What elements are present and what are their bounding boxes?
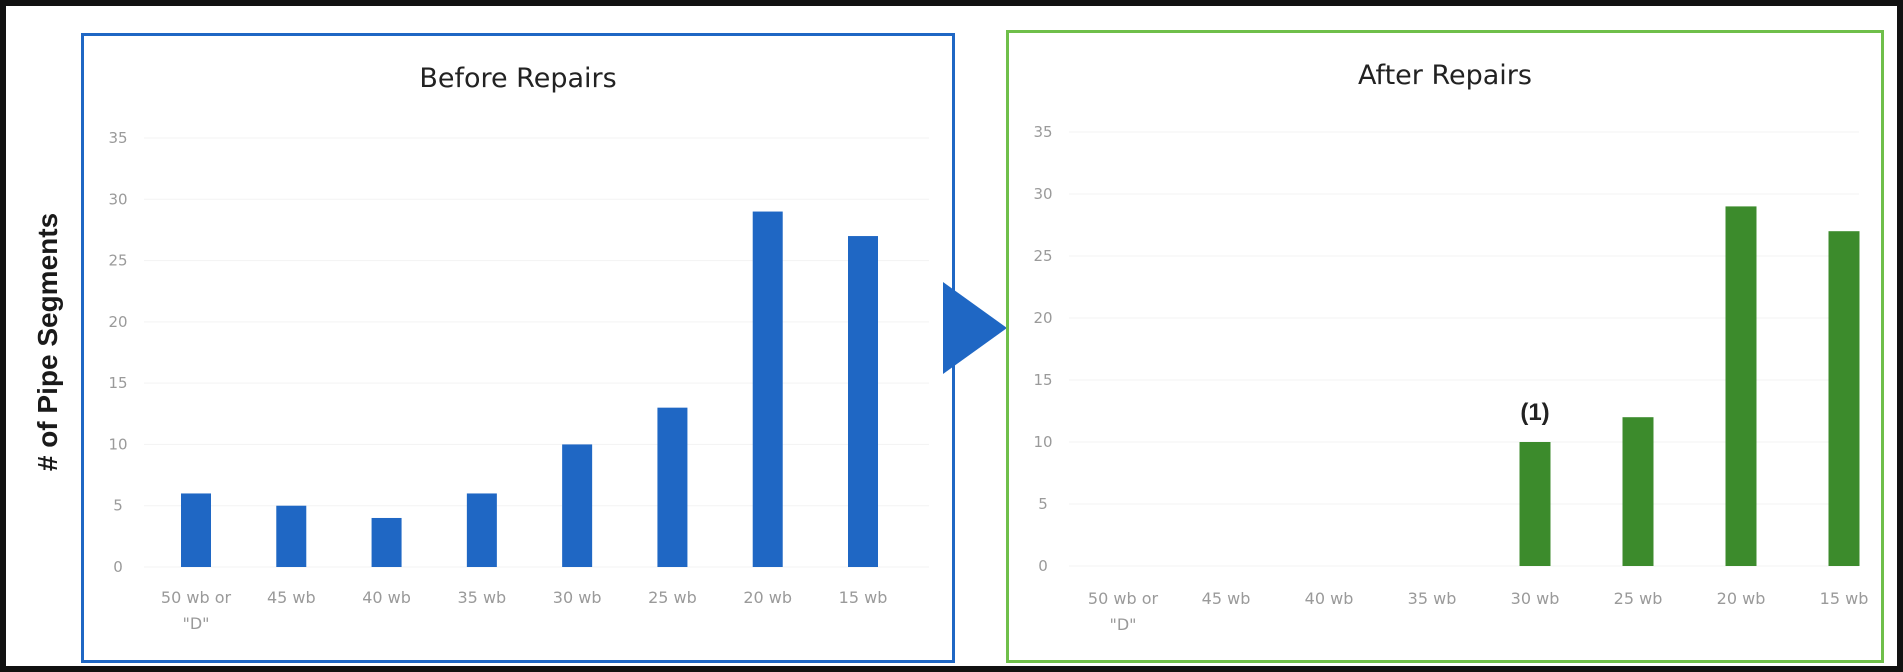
- bar: [1622, 417, 1654, 566]
- bar: [181, 493, 211, 567]
- before-repairs-chart: Before Repairs 0 5 10 15 20 25 30 35 50 wb or "D" 4…: [108, 63, 929, 633]
- y-axis-label: # of Pipe Segments: [32, 212, 63, 472]
- y-tick-label: 15: [1033, 371, 1052, 389]
- x-tick-label: 40 wb: [1305, 589, 1354, 608]
- bar: [1725, 206, 1757, 566]
- bar: [848, 236, 878, 568]
- x-tick-label: 15 wb: [839, 588, 888, 607]
- x-tick-label: 45 wb: [1202, 589, 1251, 608]
- y-tick-label: 10: [108, 435, 127, 453]
- y-tick-label: 20: [108, 313, 127, 331]
- x-tick-label: 40 wb: [362, 588, 411, 607]
- bar: [466, 493, 497, 567]
- y-tick-label: 0: [1038, 557, 1048, 575]
- after-repairs-chart: After Repairs 0 5 10 15 20 25 30 35 50 wb or "D" 45…: [1033, 60, 1869, 634]
- y-tick-label: 5: [1038, 495, 1048, 513]
- y-tick-label: 35: [108, 129, 127, 147]
- y-tick-label: 30: [108, 190, 127, 208]
- x-tick-label: 30 wb: [1511, 589, 1560, 608]
- x-tick-label: 20 wb: [743, 588, 792, 607]
- chart-title: After Repairs: [1358, 60, 1532, 91]
- bar: [752, 211, 783, 568]
- x-tick-label: 25 wb: [1614, 589, 1663, 608]
- x-tick-label: 20 wb: [1717, 589, 1766, 608]
- bar: [1519, 442, 1551, 566]
- y-tick-label: 25: [108, 252, 127, 270]
- x-tick-label: 35 wb: [1408, 589, 1457, 608]
- y-tick-label: 35: [1033, 123, 1052, 141]
- right-arrow-icon: [943, 282, 1007, 374]
- x-tick-label: 50 wb or "D": [161, 588, 232, 633]
- bar: [562, 444, 593, 567]
- chart-panel-before: Before Repairs 0 5 10 15 20 25 30 35 50 wb or "D" 4…: [81, 33, 955, 663]
- x-tick-label: 45 wb: [267, 588, 316, 607]
- x-tick-label: 30 wb: [553, 588, 602, 607]
- y-tick-label: 15: [108, 374, 127, 392]
- bar: [276, 505, 307, 567]
- y-tick-label: 10: [1033, 433, 1052, 451]
- x-tick-label: 15 wb: [1820, 589, 1869, 608]
- chart-panel-after: After Repairs 0 5 10 15 20 25 30 35 50 wb or "D" 45…: [1006, 30, 1884, 663]
- y-tick-label: 30: [1033, 185, 1052, 203]
- y-tick-label: 5: [113, 497, 123, 515]
- y-tick-label: 25: [1033, 247, 1052, 265]
- bar: [1828, 231, 1860, 566]
- annotation-label: (1): [1520, 399, 1549, 426]
- y-tick-label: 0: [113, 558, 123, 576]
- x-tick-label: 35 wb: [458, 588, 507, 607]
- bar: [371, 517, 402, 567]
- chart-title: Before Repairs: [419, 63, 616, 94]
- x-tick-label: 50 wb or "D": [1088, 589, 1159, 634]
- y-tick-label: 20: [1033, 309, 1052, 327]
- x-tick-label: 25 wb: [648, 588, 697, 607]
- bar: [657, 407, 688, 567]
